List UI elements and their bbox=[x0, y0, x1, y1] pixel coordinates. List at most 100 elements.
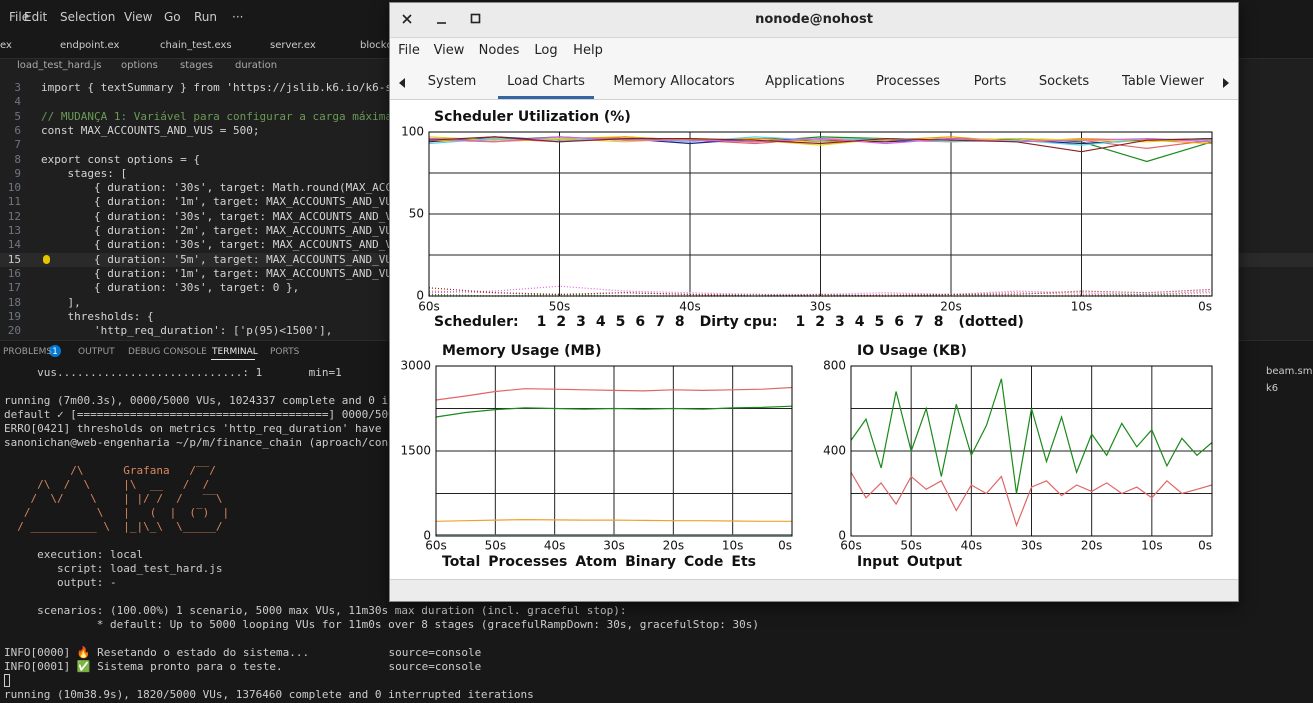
terminal-line: execution: local bbox=[4, 548, 144, 561]
code-line: { duration: '30s', target: 0 }, bbox=[41, 281, 300, 295]
maximize-icon[interactable] bbox=[470, 13, 481, 24]
editor-tab[interactable]: server.ex bbox=[270, 40, 316, 51]
line-number: 18 bbox=[7, 295, 21, 309]
breadcrumb[interactable]: load_test_hard.js bbox=[17, 60, 102, 71]
panel-tab[interactable]: PORTS bbox=[270, 347, 300, 357]
tab[interactable]: Processes bbox=[875, 74, 941, 89]
menu-item[interactable]: Log bbox=[534, 43, 558, 58]
terminal-line: output: - bbox=[4, 576, 117, 589]
panel-tab[interactable]: OUTPUT bbox=[78, 347, 115, 357]
window-title-bar bbox=[390, 3, 1238, 38]
menu-item[interactable]: Nodes bbox=[478, 43, 520, 58]
tab[interactable]: Applications bbox=[765, 74, 845, 89]
panel-tab[interactable]: TERMINAL bbox=[212, 347, 258, 357]
menu-item[interactable]: Help bbox=[573, 43, 603, 58]
terminal-line: / \/ \ | |/ / / ‾‾\ bbox=[4, 492, 223, 505]
terminal-instance[interactable]: k6 bbox=[1266, 383, 1279, 394]
breadcrumb[interactable]: duration bbox=[235, 60, 278, 71]
code-line: ], bbox=[41, 295, 81, 309]
line-number: 12 bbox=[7, 209, 21, 223]
code-line: { duration: '2m', target: MAX_ACCOUNTS_A… bbox=[41, 224, 399, 237]
panel-tab[interactable]: PROBLEMS bbox=[3, 347, 53, 357]
terminal-line: scenarios: (100.00%) 1 scenario, 5000 ma… bbox=[4, 604, 627, 617]
tab-arrows[interactable] bbox=[390, 65, 1238, 105]
tab[interactable]: System bbox=[427, 74, 477, 89]
problems-count: 1 bbox=[52, 347, 58, 357]
terminal-line: / __________ \ |_|\_\ \_____/ bbox=[4, 520, 223, 533]
terminal-line: INFO[0000] 🔥 Resetando o estado do siste… bbox=[4, 646, 482, 659]
menu-item[interactable]: Go bbox=[164, 10, 181, 24]
menu-item[interactable]: Run bbox=[194, 10, 218, 24]
editor-tab[interactable]: endpoint.ex bbox=[60, 40, 120, 51]
line-number: 16 bbox=[7, 266, 21, 280]
tab-right-arrow[interactable] bbox=[1223, 78, 1229, 88]
code-line: const MAX_ACCOUNTS_AND_VUS = 500; bbox=[41, 123, 260, 137]
menu-item[interactable]: Selection bbox=[60, 10, 116, 24]
code-line: export const options = { bbox=[41, 152, 200, 166]
code-line: import { textSummary } from 'https://jsl… bbox=[41, 81, 406, 94]
line-number: 13 bbox=[7, 224, 21, 237]
terminal-line: running (7m00.3s), 0000/5000 VUs, 102433… bbox=[4, 394, 435, 407]
line-number: 20 bbox=[7, 324, 21, 338]
terminal-line: default ✓ [=============================… bbox=[4, 408, 428, 421]
line-number: 17 bbox=[7, 281, 21, 295]
line-number: 8 bbox=[14, 152, 21, 166]
line-number: 19 bbox=[7, 309, 21, 323]
menu-item[interactable]: Edit bbox=[24, 10, 48, 24]
status-bar bbox=[390, 579, 1238, 601]
window-title: nonode@nohost bbox=[755, 12, 873, 27]
line-number: 6 bbox=[14, 123, 21, 137]
breadcrumb[interactable]: stages bbox=[180, 60, 213, 71]
terminal-line: running (10m38.9s), 1820/5000 VUs, 13764… bbox=[4, 688, 534, 701]
menu-item[interactable]: File bbox=[9, 10, 30, 24]
terminal-line: * default: Up to 5000 looping VUs for 11… bbox=[4, 618, 759, 631]
code-line: 'http_req_duration': ['p(95)<1500'], bbox=[41, 324, 333, 338]
editor-tab[interactable]: chain_test.exs bbox=[160, 40, 232, 51]
line-number: 7 bbox=[14, 138, 21, 152]
code-line: // MUDANÇA 1: Variável para configurar a… bbox=[41, 109, 392, 123]
terminal-line: / \ | ( | (‾) | bbox=[4, 506, 230, 519]
code-line: { duration: '5m', target: MAX_ACCOUNTS_A… bbox=[41, 252, 399, 266]
line-number: 9 bbox=[14, 166, 21, 180]
editor-tab[interactable]: ex bbox=[0, 40, 12, 51]
tab[interactable]: Table Viewer bbox=[1122, 74, 1204, 89]
tab[interactable]: Load Charts bbox=[507, 74, 585, 89]
code-line: stages: [ bbox=[41, 166, 128, 180]
terminal-instance[interactable]: beam.smp bbox=[1266, 366, 1313, 377]
close-icon[interactable] bbox=[402, 14, 412, 24]
tab[interactable]: Ports bbox=[973, 74, 1007, 89]
terminal-line: /\ / \ |\ __ / / bbox=[4, 478, 210, 491]
editor-tab[interactable]: blockc bbox=[360, 40, 393, 51]
panel-tab-underline bbox=[211, 359, 255, 360]
line-number: 11 bbox=[7, 195, 21, 209]
line-number: 15 bbox=[7, 252, 21, 266]
code-line: { duration: '30s', target: MAX_ACCOUNTS_… bbox=[41, 238, 406, 252]
terminal-line: INFO[0001] ✅ Sistema pronto para o teste… bbox=[4, 660, 482, 673]
line-number: 10 bbox=[7, 181, 21, 195]
terminal-cursor bbox=[4, 674, 10, 687]
code-line: thresholds: { bbox=[41, 309, 154, 323]
bulb bbox=[43, 255, 50, 264]
code-line: { duration: '30s', target: MAX_ACCOUNTS_… bbox=[41, 209, 406, 223]
terminal-line: ERRO[0421] thresholds on metrics 'http_r… bbox=[4, 422, 428, 435]
terminal-line: /\ Grafana /‾‾/ bbox=[4, 464, 216, 477]
menu-item[interactable]: View bbox=[124, 10, 153, 24]
menu-item[interactable]: ··· bbox=[232, 10, 244, 24]
line-number: 14 bbox=[7, 238, 21, 252]
line-number: 5 bbox=[14, 109, 21, 123]
panel-tab[interactable]: DEBUG CONSOLE bbox=[128, 347, 207, 357]
terminal-line: script: load_test_hard.js bbox=[4, 562, 223, 575]
tab-left-arrow[interactable] bbox=[399, 78, 405, 88]
window-controls[interactable] bbox=[390, 3, 490, 37]
menu-item[interactable]: View bbox=[433, 43, 465, 58]
menu-item[interactable]: File bbox=[398, 43, 420, 58]
breadcrumb[interactable]: options bbox=[121, 60, 158, 71]
app-window: nonode@nohost File View Nodes Log Help System L… bbox=[389, 2, 1239, 602]
tab[interactable]: Sockets bbox=[1038, 74, 1090, 89]
tab[interactable]: Memory Allocators bbox=[613, 74, 735, 89]
code-line: { duration: '1m', target: MAX_ACCOUNTS_A… bbox=[41, 266, 399, 280]
code-line: { duration: '1m', target: MAX_ACCOUNTS_A… bbox=[41, 195, 399, 209]
terminal-line: vus............................: 1 min=1… bbox=[4, 366, 422, 379]
line-number: 3 bbox=[14, 81, 21, 94]
active-tab-indicator bbox=[498, 96, 594, 99]
